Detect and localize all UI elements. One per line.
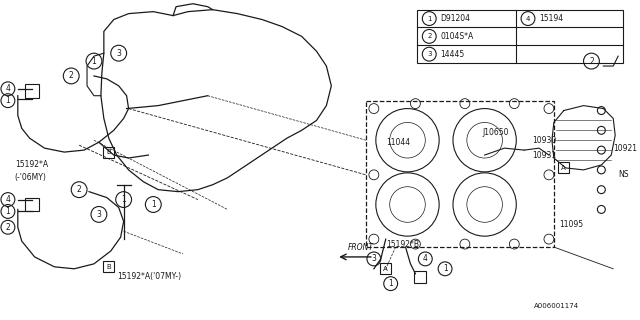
Text: A006001174: A006001174: [534, 303, 579, 309]
Text: 4: 4: [6, 195, 10, 204]
Bar: [25, 84, 38, 98]
Text: 1: 1: [443, 264, 447, 273]
Bar: [380, 263, 391, 274]
Bar: [25, 197, 38, 212]
Text: 11095: 11095: [559, 220, 583, 229]
Text: 2: 2: [77, 185, 81, 194]
Text: 4: 4: [526, 16, 530, 21]
Text: 2: 2: [6, 223, 10, 232]
Text: 1: 1: [6, 207, 10, 216]
Text: 15192*B: 15192*B: [386, 240, 419, 249]
Text: 10921: 10921: [613, 144, 637, 153]
Text: D91204: D91204: [440, 14, 470, 23]
Text: 2: 2: [427, 33, 431, 39]
Text: A: A: [561, 165, 566, 171]
Text: (-'06MY): (-'06MY): [15, 173, 47, 182]
Bar: [103, 147, 114, 157]
Text: 14445: 14445: [440, 50, 465, 59]
Text: A: A: [383, 266, 388, 272]
Bar: [558, 163, 569, 173]
Text: 10930: 10930: [532, 136, 556, 145]
Text: 15194: 15194: [539, 14, 563, 23]
Text: 2: 2: [589, 57, 594, 66]
Text: 1: 1: [388, 279, 393, 288]
Text: 3: 3: [97, 210, 101, 219]
Text: 15192*A('07MY-): 15192*A('07MY-): [116, 272, 181, 281]
Text: 4: 4: [423, 254, 428, 263]
Text: 1: 1: [6, 96, 10, 105]
Text: 3: 3: [371, 254, 376, 263]
Bar: [103, 261, 114, 272]
Text: 3: 3: [427, 51, 431, 57]
Bar: [417, 10, 623, 63]
Text: 0104S*A: 0104S*A: [440, 32, 474, 41]
Bar: [366, 101, 554, 247]
Text: 1: 1: [92, 57, 97, 66]
Text: NS: NS: [618, 170, 628, 179]
Text: 15192*A: 15192*A: [15, 160, 48, 170]
Text: 3: 3: [116, 49, 121, 58]
Text: 2: 2: [69, 71, 74, 80]
Text: B: B: [106, 264, 111, 270]
Text: 11044: 11044: [386, 138, 410, 147]
Text: B: B: [106, 149, 111, 155]
Text: 1: 1: [121, 195, 126, 204]
Text: 1: 1: [427, 16, 431, 21]
Text: J10650: J10650: [483, 128, 509, 137]
Text: 1: 1: [151, 200, 156, 209]
Text: 4: 4: [6, 84, 10, 93]
Bar: [415, 271, 426, 283]
Text: 10931: 10931: [532, 150, 556, 160]
Text: FRONT: FRONT: [348, 243, 374, 252]
